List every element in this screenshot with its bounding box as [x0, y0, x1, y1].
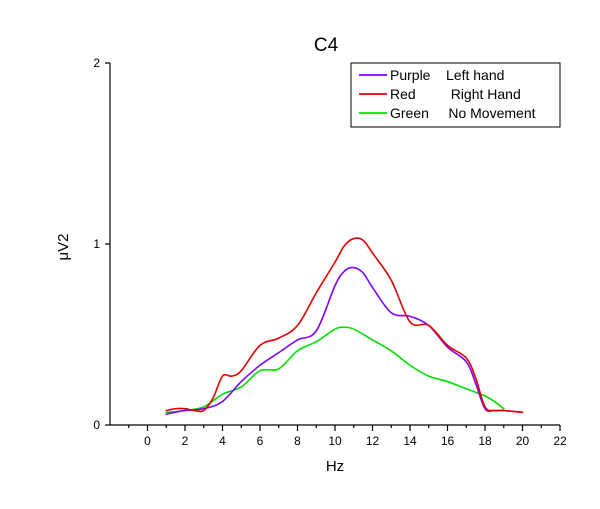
x-tick-label: 2: [182, 434, 189, 448]
legend-label: Green No Movement: [390, 105, 536, 121]
y-tick-label: 0: [93, 418, 100, 432]
x-tick-label: 8: [294, 434, 301, 448]
series-line-green: [165, 326, 505, 414]
y-tick-label: 1: [93, 237, 100, 251]
x-ticks: 0 2 4 6 8 10 12 14 16 18 20 22: [128, 425, 567, 448]
y-tick-label: 2: [93, 56, 100, 70]
x-tick-label: 14: [403, 434, 417, 448]
x-tick-label: 6: [257, 434, 264, 448]
x-tick-label: 0: [144, 434, 151, 448]
series-line-red: [165, 237, 524, 414]
x-tick-label: 20: [516, 434, 530, 448]
y-axis-label: μV2: [55, 234, 72, 261]
chart-title: C4: [314, 35, 339, 56]
plot-area: 012 0 2 4 6 8 10 12 14 16 18 20 22: [93, 56, 567, 448]
x-tick-label: 18: [478, 434, 492, 448]
x-axis-label: Hz: [326, 458, 344, 475]
y-ticks: 0 1 2: [93, 56, 110, 432]
x-tick-label: 12: [366, 434, 380, 448]
legend-box: [350, 62, 561, 128]
legend-items: Purple Left hand Red Right Hand Green No M…: [359, 67, 536, 121]
x-tick-label: 16: [441, 434, 455, 448]
legend-label: Red Right Hand: [390, 86, 521, 102]
series-group: [165, 237, 524, 415]
series-line-purple: [165, 266, 524, 415]
x-tick-label: 22: [553, 434, 567, 448]
legend-label: Purple Left hand: [390, 67, 504, 83]
legend: Purple Left hand Red Right Hand Green No M…: [350, 62, 561, 128]
x-tick-label: 4: [219, 434, 226, 448]
x-tick-label: 10: [328, 434, 342, 448]
